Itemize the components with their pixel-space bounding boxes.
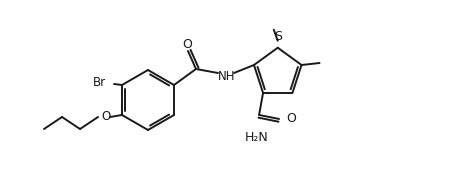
Text: H₂N: H₂N [245,131,268,144]
Text: O: O [285,112,295,125]
Text: O: O [182,37,192,50]
Text: NH: NH [218,70,235,84]
Text: S: S [273,30,281,43]
Text: O: O [101,110,111,124]
Text: Br: Br [93,76,106,88]
